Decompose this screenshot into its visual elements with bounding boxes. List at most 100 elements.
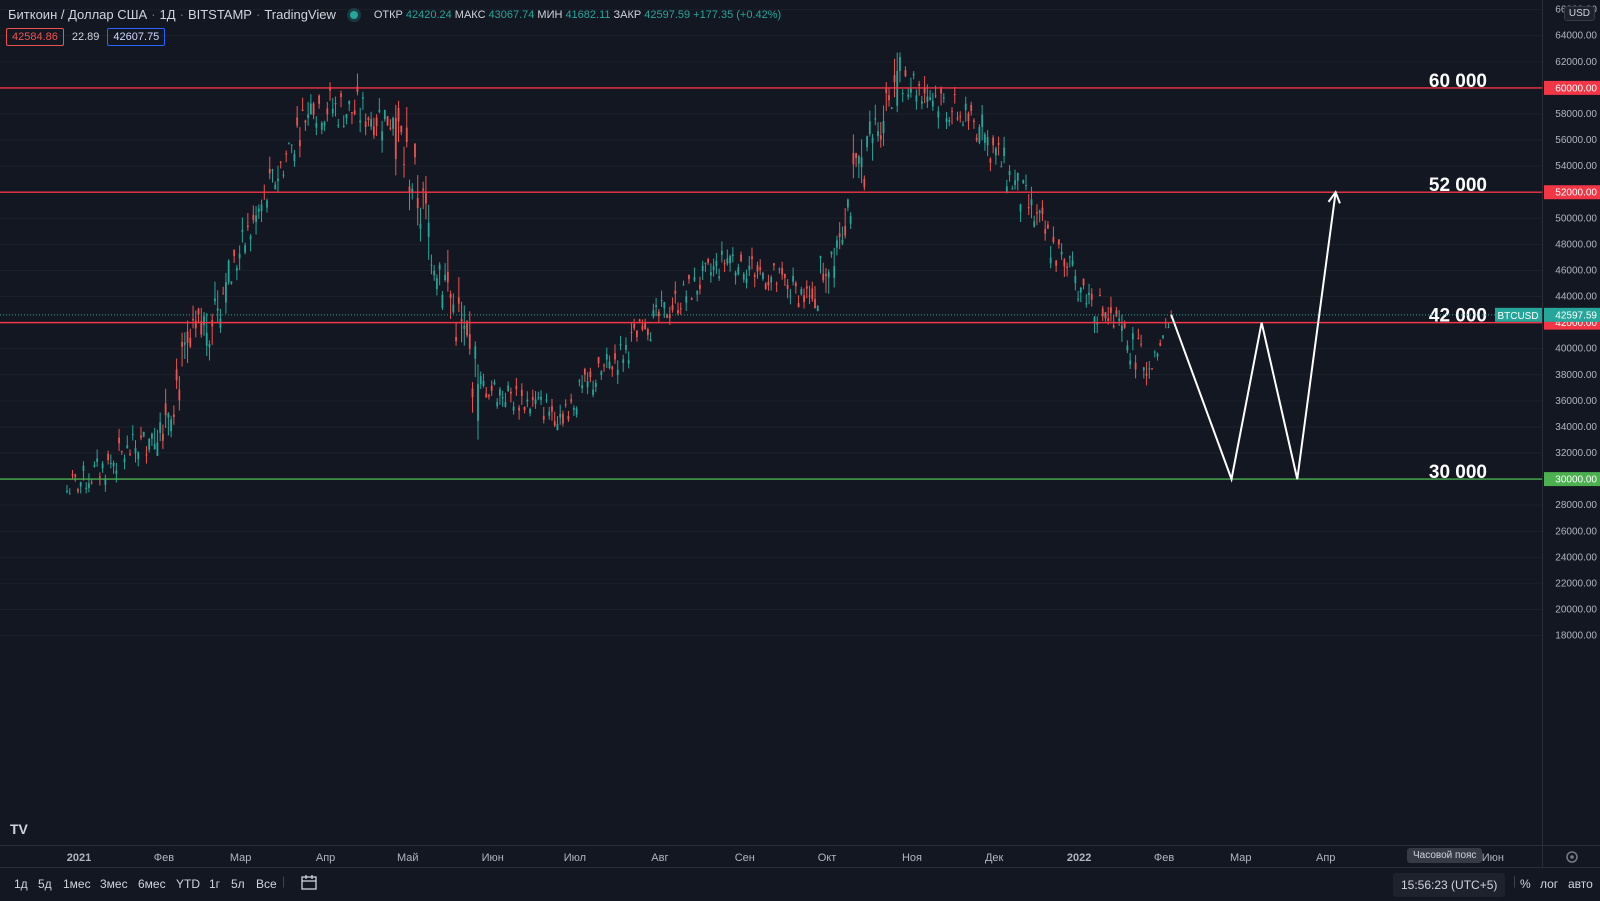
close-label: ЗАКР xyxy=(613,8,642,21)
time-tick: Авг xyxy=(651,852,668,864)
candle-body xyxy=(882,121,885,134)
current-price-badge xyxy=(1544,307,1600,322)
candle-body xyxy=(364,121,367,127)
timezone-clock[interactable]: 15:56:23 (UTC+5) xyxy=(1393,873,1506,897)
candle-body xyxy=(1104,312,1107,319)
price-tick: 22000.00 xyxy=(1555,578,1597,589)
candle-body xyxy=(134,448,137,454)
candle-body xyxy=(693,277,696,281)
price-tick: 38000.00 xyxy=(1555,370,1597,381)
candle-body xyxy=(592,389,594,395)
candle-body xyxy=(82,465,85,471)
candle-body xyxy=(778,268,781,270)
candle-body xyxy=(737,267,740,275)
currency-button[interactable]: USD xyxy=(1563,6,1595,21)
candle-body xyxy=(1011,188,1014,190)
range-3m[interactable]: 3мес xyxy=(100,877,128,891)
candle-body xyxy=(808,295,811,297)
price-scale[interactable]: 78000.0076000.0074000.0072000.0070000.00… xyxy=(1542,0,1600,845)
candle-body xyxy=(331,108,334,114)
range-1y[interactable]: 1г xyxy=(209,877,221,891)
candle-body xyxy=(77,489,79,492)
symbol-price-badge xyxy=(1495,307,1542,322)
symbol-legend: Биткоин / Доллар США · 1Д · BITSTAMP · T… xyxy=(8,7,782,22)
candle-body xyxy=(1096,322,1099,325)
candle-body xyxy=(696,290,699,295)
candle-body xyxy=(1142,367,1145,371)
go-to-date-icon[interactable] xyxy=(300,874,318,895)
log-toggle[interactable]: лог xyxy=(1540,877,1559,891)
candle-body xyxy=(372,126,375,136)
interval-label[interactable]: 1Д xyxy=(159,7,176,22)
time-scale[interactable]: 2021 Фев Мар Апр Май Июн Июл Авг Сен Окт Ноя Дек 202… xyxy=(0,845,1542,868)
candle-body xyxy=(1047,224,1049,229)
candle-body xyxy=(488,394,490,397)
candle-body xyxy=(452,304,455,313)
candle-body xyxy=(934,95,937,97)
level-label-30000: 30 000 xyxy=(1429,462,1487,483)
range-5y[interactable]: 5л xyxy=(231,877,245,891)
range-ytd[interactable]: YTD xyxy=(176,877,200,891)
bid-ask-row: 42584.86 22.89 42607.75 xyxy=(6,28,166,46)
candle-body xyxy=(1049,257,1052,264)
candle-body xyxy=(674,290,677,294)
candle-body xyxy=(375,117,378,126)
candle-body xyxy=(652,310,655,317)
candle-body xyxy=(994,148,997,156)
range-5d[interactable]: 5д xyxy=(38,877,52,891)
candle-body xyxy=(849,215,852,224)
candle-body xyxy=(260,204,263,212)
candle-body xyxy=(1041,207,1044,215)
range-6m[interactable]: 6мес xyxy=(138,877,166,891)
candle-body xyxy=(164,403,167,416)
sell-price-button[interactable]: 42584.86 xyxy=(6,28,64,46)
candle-body xyxy=(1057,239,1060,245)
candle-body xyxy=(1112,325,1115,328)
candle-body xyxy=(888,95,890,101)
candle-body xyxy=(805,286,808,289)
candle-body xyxy=(885,88,888,94)
candle-body xyxy=(945,118,948,122)
candle-body xyxy=(742,274,745,280)
candle-body xyxy=(857,156,860,164)
range-1m[interactable]: 1мес xyxy=(63,877,91,891)
range-1d[interactable]: 1д xyxy=(14,877,28,891)
candle-body xyxy=(1055,260,1058,266)
symbol-title[interactable]: Биткоин / Доллар США xyxy=(8,7,148,22)
candle-body xyxy=(1082,278,1085,286)
candle-body xyxy=(573,407,575,410)
candle-body xyxy=(814,299,816,309)
candle-body xyxy=(400,125,403,133)
candle-body xyxy=(836,240,838,248)
change-value: +177.35 (+0.42%) xyxy=(693,8,782,21)
level-label-60000: 60 000 xyxy=(1429,71,1487,92)
buy-price-button[interactable]: 42607.75 xyxy=(107,28,166,46)
candle-body xyxy=(553,421,556,426)
candle-body xyxy=(96,458,99,462)
projection-path xyxy=(1170,192,1337,483)
candle-body xyxy=(1093,316,1096,324)
candle-body xyxy=(729,256,731,264)
candle-body xyxy=(482,380,485,386)
candle-body xyxy=(890,107,893,109)
auto-toggle[interactable]: авто xyxy=(1568,877,1593,891)
candle-body xyxy=(740,254,742,262)
candle-body xyxy=(600,371,603,376)
candle-body xyxy=(556,423,559,431)
time-scale-labels: 2021 Фев Мар Апр Май Июн Июл Авг Сен Окт Ноя Дек 202… xyxy=(67,852,1504,864)
percent-toggle[interactable]: % xyxy=(1520,877,1531,891)
candle-body xyxy=(397,107,400,122)
candle-body xyxy=(734,272,737,276)
range-all[interactable]: Все xyxy=(256,877,277,891)
candle-body xyxy=(531,397,534,400)
candle-body xyxy=(353,110,356,115)
settings-corner[interactable] xyxy=(1542,845,1600,868)
price-tick: 34000.00 xyxy=(1555,422,1597,433)
candle-body xyxy=(825,273,827,276)
candle-body xyxy=(879,135,882,140)
candle-body xyxy=(1063,259,1066,267)
candle-body xyxy=(1033,221,1036,227)
candle-body xyxy=(616,369,619,376)
